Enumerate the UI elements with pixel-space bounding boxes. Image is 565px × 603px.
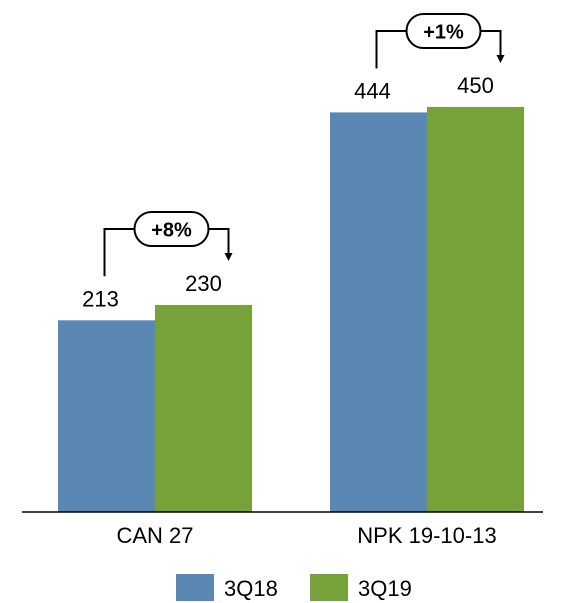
- change-pill-2: [405, 13, 482, 49]
- bar-3q19-2: [427, 107, 524, 512]
- x-tick-labels-layer: CAN 27 NPK 19-10-13: [116, 523, 496, 548]
- change-label-1: +8%: [151, 220, 192, 242]
- legend-label-3q18: 3Q18: [224, 576, 278, 601]
- bar-3q19-1: [155, 305, 252, 512]
- change-label-2: +1%: [423, 22, 464, 44]
- change-pill-1: [133, 211, 210, 247]
- data-labels-layer: 213 230 444 450: [82, 73, 494, 311]
- change-annotation-2: +1%: [375, 13, 505, 69]
- change-annotation-1: +8%: [103, 211, 233, 277]
- legend-item-3q19: 3Q19: [310, 574, 412, 601]
- change-annotations-layer: +8% +1%: [103, 13, 505, 277]
- bars-layer: [58, 107, 524, 513]
- bar-3q18-1: [58, 320, 155, 512]
- data-label-3q18-2: 444: [354, 78, 391, 103]
- legend-swatch-3q19: [310, 574, 348, 601]
- x-tick-label-2: NPK 19-10-13: [357, 523, 496, 548]
- data-label-3q19-1: 230: [185, 271, 222, 296]
- legend-swatch-3q18: [176, 574, 214, 601]
- bar-3q18-2: [330, 112, 427, 513]
- data-label-3q18-1: 213: [82, 286, 119, 311]
- legend: 3Q18 3Q19: [176, 574, 412, 601]
- x-tick-label-1: CAN 27: [116, 523, 193, 548]
- legend-item-3q18: 3Q18: [176, 574, 278, 601]
- legend-label-3q19: 3Q19: [358, 576, 412, 601]
- data-label-3q19-2: 450: [457, 73, 494, 98]
